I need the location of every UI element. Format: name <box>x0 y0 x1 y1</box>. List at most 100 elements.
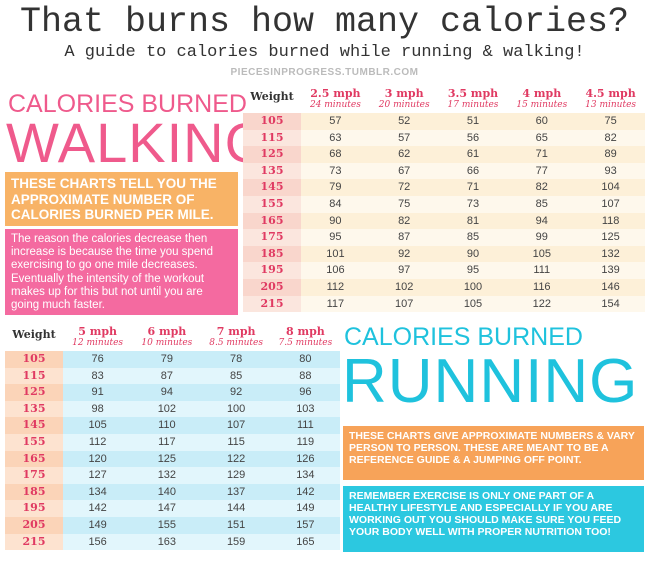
value-cell: 112 <box>63 434 133 451</box>
weight-cell: 145 <box>5 417 63 434</box>
source: PIECESINPROGRESS.TUMBLR.COM <box>230 67 419 78</box>
walking-explanation: The reason the calories decrease then in… <box>5 229 238 315</box>
value-cell: 105 <box>507 245 577 263</box>
weight-cell: 105 <box>5 351 63 368</box>
value-cell: 62 <box>369 146 439 163</box>
weight-cell: 175 <box>5 467 63 484</box>
weight-cell: 215 <box>243 295 301 313</box>
value-cell: 82 <box>576 129 645 147</box>
value-cell: 52 <box>369 113 439 130</box>
value-cell: 85 <box>507 196 577 213</box>
value-cell: 94 <box>507 212 577 230</box>
value-cell: 122 <box>201 450 271 468</box>
value-cell: 85 <box>438 229 508 246</box>
value-cell: 63 <box>301 129 370 147</box>
value-cell: 117 <box>301 295 370 313</box>
value-cell: 154 <box>576 295 645 313</box>
value-cell: 93 <box>576 162 645 180</box>
value-cell: 90 <box>438 245 508 263</box>
value-cell: 77 <box>507 162 577 180</box>
value-cell: 149 <box>270 500 340 517</box>
value-cell: 80 <box>270 351 340 368</box>
value-cell: 144 <box>201 500 271 517</box>
value-cell: 57 <box>301 113 370 130</box>
value-cell: 96 <box>270 384 340 401</box>
column-time: 12 minutes <box>72 338 124 348</box>
value-cell: 115 <box>201 434 271 451</box>
weight-header: Weight <box>250 90 294 103</box>
column-time: 10 minutes <box>141 338 193 348</box>
weight-cell: 115 <box>243 129 301 147</box>
weight-cell: 195 <box>5 500 63 517</box>
value-cell: 112 <box>301 279 370 296</box>
value-cell: 71 <box>507 146 577 163</box>
weight-cell: 185 <box>5 483 63 501</box>
weight-cell: 165 <box>5 450 63 468</box>
weight-cell: 105 <box>243 113 301 130</box>
value-cell: 57 <box>369 129 439 147</box>
value-cell: 100 <box>201 400 271 418</box>
value-cell: 73 <box>438 196 508 213</box>
value-cell: 75 <box>369 196 439 213</box>
weight-cell: 165 <box>243 212 301 230</box>
running-note: THESE CHARTS GIVE APPROXIMATE NUMBERS & … <box>343 426 644 480</box>
value-cell: 75 <box>576 113 645 130</box>
value-cell: 51 <box>438 113 508 130</box>
value-cell: 82 <box>507 179 577 196</box>
weight-cell: 215 <box>5 533 63 551</box>
value-cell: 82 <box>369 212 439 230</box>
value-cell: 118 <box>576 212 645 230</box>
value-cell: 139 <box>576 262 645 279</box>
value-cell: 78 <box>201 351 271 368</box>
weight-cell: 205 <box>243 279 301 296</box>
value-cell: 140 <box>132 483 202 501</box>
value-cell: 94 <box>132 384 202 401</box>
weight-cell: 135 <box>243 162 301 180</box>
value-cell: 132 <box>576 245 645 263</box>
value-cell: 111 <box>270 417 340 434</box>
weight-cell: 205 <box>5 517 63 534</box>
value-cell: 116 <box>507 279 577 296</box>
walking-heading-top: CALORIES BURNED <box>8 90 247 118</box>
value-cell: 142 <box>270 483 340 501</box>
column-speed: 4 mph <box>522 87 562 100</box>
value-cell: 134 <box>270 467 340 484</box>
value-cell: 165 <box>270 533 340 551</box>
value-cell: 99 <box>507 229 577 246</box>
weight-header: Weight <box>12 328 56 341</box>
value-cell: 98 <box>63 400 133 418</box>
value-cell: 122 <box>507 295 577 313</box>
value-cell: 90 <box>301 212 370 230</box>
value-cell: 68 <box>301 146 370 163</box>
weight-cell: 155 <box>243 196 301 213</box>
value-cell: 103 <box>270 400 340 418</box>
value-cell: 159 <box>201 533 271 551</box>
value-cell: 72 <box>369 179 439 196</box>
weight-cell: 135 <box>5 400 63 418</box>
subtitle: A guide to calories burned while running… <box>64 43 585 62</box>
value-cell: 132 <box>132 467 202 484</box>
value-cell: 81 <box>438 212 508 230</box>
value-cell: 60 <box>507 113 577 130</box>
column-time: 13 minutes <box>585 100 637 110</box>
value-cell: 107 <box>201 417 271 434</box>
column-time: 15 minutes <box>516 100 568 110</box>
value-cell: 102 <box>132 400 202 418</box>
value-cell: 97 <box>369 262 439 279</box>
value-cell: 151 <box>201 517 271 534</box>
value-cell: 79 <box>301 179 370 196</box>
value-cell: 104 <box>576 179 645 196</box>
walking-heading: WALKING <box>6 111 270 174</box>
value-cell: 163 <box>132 533 202 551</box>
value-cell: 79 <box>132 351 202 368</box>
value-cell: 125 <box>576 229 645 246</box>
weight-cell: 115 <box>5 367 63 385</box>
value-cell: 105 <box>438 295 508 313</box>
weight-cell: 145 <box>243 179 301 196</box>
value-cell: 125 <box>132 450 202 468</box>
value-cell: 100 <box>438 279 508 296</box>
value-cell: 88 <box>270 367 340 385</box>
column-speed: 8 mph <box>285 325 325 338</box>
column-speed: 5 mph <box>78 325 118 338</box>
